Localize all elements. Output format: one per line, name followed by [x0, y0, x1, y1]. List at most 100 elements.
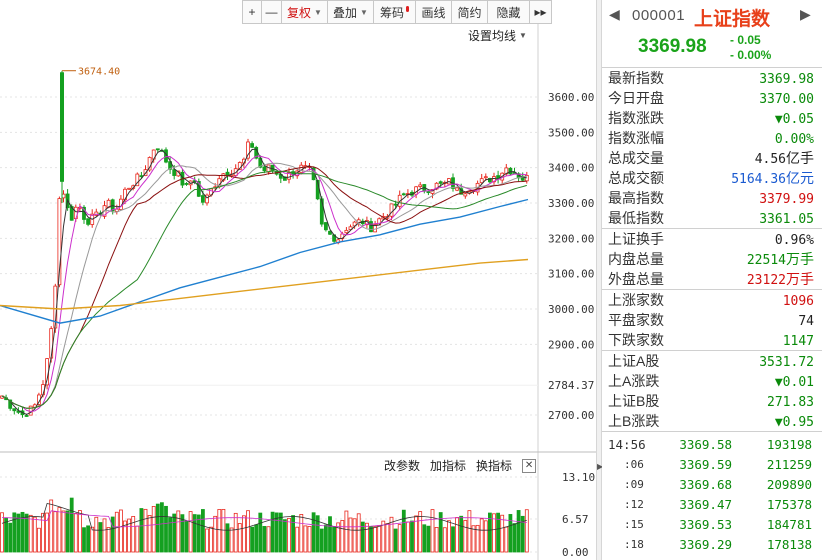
volume-bar-up [143, 508, 148, 553]
quote-group-ab-shares: 上证A股 3531.72 上A涨跌 ▼0.01 上证B股 271.83 上B涨跌 ▼0.95 [602, 351, 822, 432]
volume-bar-up [0, 512, 4, 553]
volume-bar-up [434, 527, 439, 553]
quote-value-wrap: ▼0.01 [775, 373, 814, 390]
price-tick-label: 2900.00 [548, 338, 594, 351]
volume-bar-down [401, 509, 406, 553]
switch-indicator-button[interactable]: 换指标 [476, 459, 513, 473]
price-tick-label: 3000.00 [548, 303, 594, 316]
volume-bar-up [348, 517, 353, 553]
overlay-button[interactable]: 叠加 ▼ [328, 0, 374, 24]
add-indicator-button[interactable]: 加指标 [430, 459, 467, 473]
quote-unit: 亿元 [786, 170, 814, 186]
quote-row: 最低指数 3361.05 [602, 208, 822, 228]
candle-down [438, 181, 443, 184]
price-tick-label: 2700.00 [548, 409, 594, 422]
prev-stock-icon[interactable]: ◀ [609, 6, 620, 22]
zoom-out-button[interactable]: — [262, 0, 282, 24]
volume-bar-down [8, 522, 13, 553]
volume-bar-down [270, 511, 275, 553]
ma-settings-button[interactable]: 设置均线 ▼ [468, 27, 527, 44]
kline-chart-area[interactable]: 3600.00 3500.00 3400.00 3300.00 3200.00 3100.… [0, 0, 596, 560]
candle-down [323, 222, 328, 231]
volume-bar-down [438, 512, 443, 553]
next-stock-icon[interactable]: ▶ [800, 6, 811, 22]
tick-row[interactable]: 14:56 3369.58 193198 [602, 434, 822, 454]
quote-label: 平盘家数 [608, 312, 664, 328]
candle-down [250, 143, 255, 148]
adjust-button[interactable]: 复权 ▼ [282, 0, 328, 24]
volume-bar-down [422, 524, 427, 553]
volume-bar-up [504, 526, 509, 553]
tick-row[interactable]: :213370.18195504 [602, 554, 822, 560]
panel-splitter[interactable] [596, 0, 602, 560]
volume-bar-up [119, 509, 123, 553]
volume-tick-label: 0.00 [562, 546, 589, 559]
volume-bar-down [291, 515, 296, 553]
volume-bar-down [24, 513, 29, 553]
ma250-line [0, 258, 529, 310]
volume-bar-up [151, 506, 156, 553]
zoom-in-button[interactable]: + [242, 0, 262, 24]
volume-bar-down [254, 524, 259, 553]
tick-price: 3369.47 [679, 496, 732, 512]
volume-bar-down [315, 515, 320, 553]
candle-down [262, 166, 267, 172]
volume-bar-down [369, 526, 373, 553]
tick-row[interactable]: :12 3369.47 175378 [602, 494, 822, 514]
collapse-arrow-icon[interactable]: ▶ [597, 462, 604, 471]
quote-value: ▼0.01 [774, 374, 814, 390]
tick-list[interactable]: 14:56 3369.58 193198:06 3369.59 211259:09 336… [602, 432, 822, 560]
volume-bar-up [28, 514, 33, 553]
candle-down [393, 203, 398, 206]
simple-mode-button[interactable]: 简约 [452, 0, 488, 24]
caret-down-icon: ▼ [360, 7, 368, 17]
volume-bar-up [303, 525, 308, 553]
quote-label: 最高指数 [608, 190, 664, 206]
volume-bar-down [258, 512, 263, 553]
kline-chart[interactable]: 3600.00 3500.00 3400.00 3300.00 3200.00 3100.… [0, 0, 596, 560]
tick-time: :18 [624, 537, 644, 551]
volume-bar-up [188, 511, 193, 553]
quote-label: 外盘总量 [608, 271, 664, 287]
volume-bar-down [12, 512, 17, 553]
candle-down [86, 218, 90, 225]
more-button[interactable]: ▸▸ [530, 0, 552, 24]
volume-bar-down [332, 526, 337, 553]
price-tick-label: 3300.00 [548, 197, 594, 210]
quote-value-wrap: 3370.00 [759, 90, 814, 107]
edit-params-button[interactable]: 改参数 [384, 459, 421, 473]
quote-group-breadth: 上涨家数 1096 平盘家数 74 下跌家数 1147 [602, 290, 822, 351]
quote-value: 0.96% [774, 232, 814, 248]
candle-up [266, 164, 271, 173]
quote-value: 3369.98 [759, 71, 814, 87]
tick-row[interactable]: :18 3369.29 178138 [602, 534, 822, 554]
chart-toolbar: + — 复权 ▼ 叠加 ▼ 筹码 画线 简约 隐藏 ▸▸ [242, 0, 552, 24]
volume-bar-down [278, 512, 283, 553]
volume-bar-down [282, 519, 287, 553]
volume-bar-up [373, 526, 378, 553]
draw-line-button[interactable]: 画线 [416, 0, 452, 24]
quote-group-price: 最新指数 3369.98 今日开盘 3370.00 指数涨跌 ▼0.05 指数涨幅 0.00%… [602, 68, 822, 229]
candle-up [389, 203, 394, 217]
candle-down [155, 148, 160, 151]
tick-row[interactable]: :09 3369.68 209890 [602, 474, 822, 494]
chips-button[interactable]: 筹码 [374, 0, 416, 24]
caret-down-icon: ▼ [314, 7, 322, 17]
volume-bar-down [459, 515, 464, 553]
spike-candle [60, 72, 64, 182]
candle-down [369, 221, 373, 233]
hide-button[interactable]: 隐藏 [488, 0, 530, 24]
volume-bar-down [512, 523, 517, 553]
volume-bar-up [127, 518, 131, 553]
volume-bar-down [311, 512, 316, 553]
volume-bar-down [69, 497, 74, 553]
tick-row[interactable]: :15 3369.53 184781 [602, 514, 822, 534]
ma5-line [1, 148, 527, 416]
volume-bar-up [385, 523, 390, 553]
volume-bar-up [221, 508, 226, 553]
price-tick-label: 3500.00 [548, 126, 594, 139]
close-icon[interactable]: ✕ [522, 458, 537, 473]
tick-row[interactable]: :06 3369.59 211259 [602, 454, 822, 474]
tick-price: 3369.59 [679, 456, 732, 472]
candle-up [246, 141, 250, 159]
